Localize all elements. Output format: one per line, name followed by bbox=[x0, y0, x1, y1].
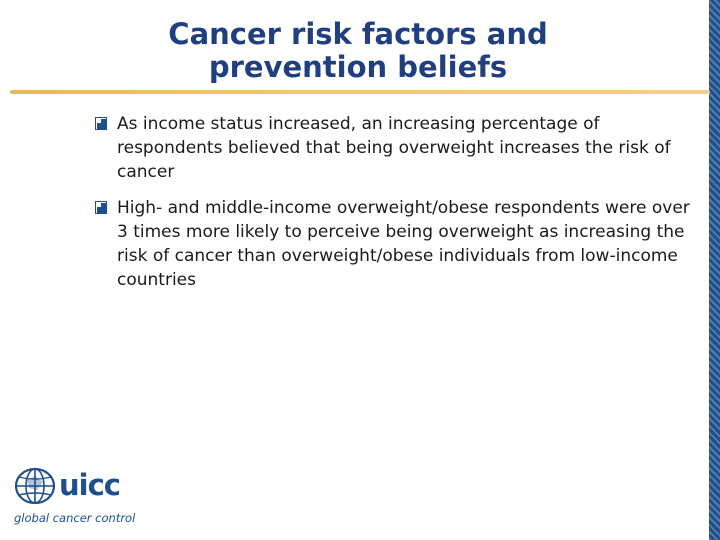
bullet-text: As income status increased, an increasin… bbox=[117, 114, 671, 182]
title-divider bbox=[10, 90, 710, 94]
bullet-list: As income status increased, an increasin… bbox=[95, 112, 695, 304]
bullet-item: High- and middle-income overweight/obese… bbox=[95, 196, 695, 292]
globe-icon bbox=[14, 467, 56, 505]
right-decorative-bar bbox=[709, 0, 720, 540]
logo-wordmark: uicc bbox=[59, 468, 121, 502]
bullet-item: As income status increased, an increasin… bbox=[95, 112, 695, 184]
slide-title-line-1: Cancer risk factors and bbox=[168, 17, 548, 51]
uicc-logo: uicc global cancer control bbox=[11, 464, 135, 526]
checkbox-icon bbox=[95, 117, 107, 130]
bullet-text: High- and middle-income overweight/obese… bbox=[117, 198, 690, 290]
slide-title-line-2: prevention beliefs bbox=[208, 50, 508, 84]
logo-tagline: global cancer control bbox=[14, 511, 136, 525]
slide-title: Cancer risk factors and prevention belie… bbox=[0, 18, 716, 84]
checkbox-icon bbox=[95, 201, 107, 214]
